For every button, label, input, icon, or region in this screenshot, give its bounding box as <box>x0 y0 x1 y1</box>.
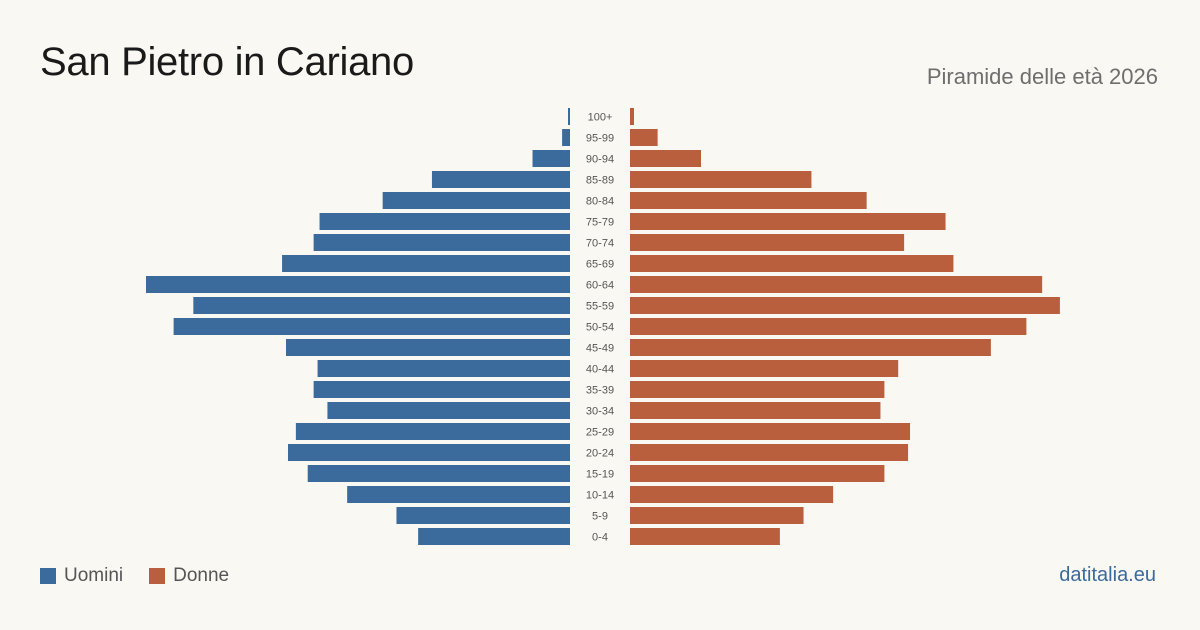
age-label-15-19: 15-19 <box>586 469 614 481</box>
bar-women-45-49 <box>630 339 991 356</box>
age-label-25-29: 25-29 <box>586 427 614 439</box>
bar-men-30-34 <box>327 402 570 419</box>
age-label-80-84: 80-84 <box>586 196 614 208</box>
age-label-45-49: 45-49 <box>586 343 614 355</box>
bar-women-100plus <box>630 108 634 125</box>
age-label-40-44: 40-44 <box>586 364 614 376</box>
bar-men-75-79 <box>319 213 570 230</box>
bar-women-15-19 <box>630 465 885 482</box>
legend-label-men: Uomini <box>64 565 124 586</box>
brand-link[interactable]: datitalia.eu <box>1059 564 1156 586</box>
bar-men-5-9 <box>396 507 570 524</box>
bar-men-20-24 <box>287 444 570 461</box>
bar-men-65-69 <box>282 255 570 272</box>
age-label-35-39: 35-39 <box>586 385 614 397</box>
bar-women-50-54 <box>630 318 1027 335</box>
legend-label-women: Donne <box>173 565 230 586</box>
bar-men-0-4 <box>418 528 570 545</box>
bar-women-20-24 <box>630 444 909 461</box>
bar-men-60-64 <box>146 276 570 293</box>
chart-subtitle: Piramide delle età 2026 <box>926 64 1158 89</box>
age-label-60-64: 60-64 <box>586 280 614 292</box>
bar-women-10-14 <box>630 486 834 503</box>
bar-women-85-89 <box>630 171 812 188</box>
legend-item-women: Donne <box>149 565 229 587</box>
bar-women-30-34 <box>630 402 881 419</box>
age-label-10-14: 10-14 <box>586 490 614 502</box>
bar-women-60-64 <box>630 276 1043 293</box>
age-label-85-89: 85-89 <box>586 175 614 187</box>
age-label-100plus: 100+ <box>588 112 613 124</box>
age-label-70-74: 70-74 <box>586 238 614 250</box>
bar-women-55-59 <box>630 297 1060 314</box>
age-label-55-59: 55-59 <box>586 301 614 313</box>
age-label-75-79: 75-79 <box>586 217 614 229</box>
bar-men-90-94 <box>532 150 570 167</box>
bar-women-70-74 <box>630 234 905 251</box>
age-label-0-4: 0-4 <box>592 532 608 544</box>
bar-men-40-44 <box>317 360 570 377</box>
bar-women-75-79 <box>630 213 946 230</box>
age-label-95-99: 95-99 <box>586 133 614 145</box>
legend-item-men: Uomini <box>40 565 123 587</box>
bar-men-35-39 <box>313 381 570 398</box>
age-label-20-24: 20-24 <box>586 448 614 460</box>
age-label-90-94: 90-94 <box>586 154 614 166</box>
age-label-50-54: 50-54 <box>586 322 614 334</box>
bar-women-25-29 <box>630 423 911 440</box>
bar-women-90-94 <box>630 150 701 167</box>
bar-women-95-99 <box>630 129 658 146</box>
bar-women-65-69 <box>630 255 954 272</box>
bar-men-25-29 <box>295 423 570 440</box>
bar-women-5-9 <box>630 507 804 524</box>
bar-women-40-44 <box>630 360 899 377</box>
bar-women-35-39 <box>630 381 885 398</box>
legend-swatch-women <box>149 568 166 584</box>
bar-men-50-54 <box>173 318 570 335</box>
bar-men-80-84 <box>382 192 570 209</box>
bar-men-55-59 <box>193 297 570 314</box>
bar-women-80-84 <box>630 192 867 209</box>
bar-men-10-14 <box>347 486 570 503</box>
bar-men-45-49 <box>286 339 570 356</box>
age-label-5-9: 5-9 <box>592 511 608 523</box>
age-label-30-34: 30-34 <box>586 406 614 418</box>
page-title: San Pietro in Cariano <box>40 40 414 84</box>
bar-men-100plus <box>568 108 570 125</box>
legend-swatch-men <box>40 568 56 584</box>
age-label-65-69: 65-69 <box>586 259 614 271</box>
bar-men-95-99 <box>562 129 570 146</box>
chart-legend: Uomini Donne <box>40 565 229 587</box>
bar-women-0-4 <box>630 528 780 545</box>
bar-men-85-89 <box>431 171 570 188</box>
bar-men-70-74 <box>313 234 570 251</box>
bar-men-15-19 <box>307 465 570 482</box>
